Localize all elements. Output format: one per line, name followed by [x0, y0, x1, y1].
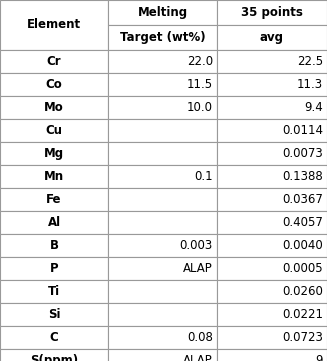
Text: 11.5: 11.5: [187, 78, 213, 91]
Bar: [108, 257, 217, 280]
Text: Fe: Fe: [46, 193, 62, 206]
Bar: [217, 349, 327, 361]
Bar: [217, 280, 327, 303]
Text: S(ppm): S(ppm): [30, 354, 78, 361]
Text: Mg: Mg: [44, 147, 64, 160]
Text: avg: avg: [260, 31, 284, 44]
Text: 9: 9: [316, 354, 323, 361]
Text: 0.1: 0.1: [194, 170, 213, 183]
Text: C: C: [50, 331, 59, 344]
Bar: [108, 119, 217, 142]
Bar: [0, 280, 108, 303]
Bar: [217, 257, 327, 280]
Bar: [217, 0, 327, 25]
Text: 0.003: 0.003: [180, 239, 213, 252]
Bar: [108, 165, 217, 188]
Bar: [217, 73, 327, 96]
Text: P: P: [50, 262, 58, 275]
Bar: [108, 96, 217, 119]
Text: 9.4: 9.4: [304, 101, 323, 114]
Text: 22.5: 22.5: [297, 55, 323, 68]
Text: Target (wt%): Target (wt%): [120, 31, 205, 44]
Bar: [0, 50, 108, 73]
Bar: [217, 326, 327, 349]
Bar: [0, 73, 108, 96]
Bar: [0, 165, 108, 188]
Text: Ti: Ti: [48, 285, 60, 298]
Bar: [108, 0, 217, 25]
Text: Co: Co: [46, 78, 62, 91]
Text: Cu: Cu: [45, 124, 62, 137]
Text: Melting: Melting: [137, 6, 188, 19]
Bar: [0, 234, 108, 257]
Bar: [217, 25, 327, 50]
Text: 0.0114: 0.0114: [282, 124, 323, 137]
Bar: [0, 349, 108, 361]
Bar: [0, 257, 108, 280]
Text: Al: Al: [47, 216, 60, 229]
Text: 0.0040: 0.0040: [282, 239, 323, 252]
Bar: [108, 280, 217, 303]
Text: 0.4057: 0.4057: [282, 216, 323, 229]
Bar: [108, 211, 217, 234]
Text: Cr: Cr: [47, 55, 61, 68]
Bar: [217, 165, 327, 188]
Text: 0.0005: 0.0005: [283, 262, 323, 275]
Text: B: B: [49, 239, 59, 252]
Text: 10.0: 10.0: [187, 101, 213, 114]
Bar: [108, 25, 217, 50]
Bar: [217, 188, 327, 211]
Bar: [217, 142, 327, 165]
Text: 35 points: 35 points: [241, 6, 303, 19]
Text: ALAP: ALAP: [183, 354, 213, 361]
Text: 11.3: 11.3: [297, 78, 323, 91]
Bar: [0, 326, 108, 349]
Bar: [0, 211, 108, 234]
Text: Mn: Mn: [44, 170, 64, 183]
Bar: [0, 96, 108, 119]
Bar: [108, 234, 217, 257]
Bar: [217, 96, 327, 119]
Text: 0.0723: 0.0723: [282, 331, 323, 344]
Text: 0.0221: 0.0221: [282, 308, 323, 321]
Text: Element: Element: [27, 18, 81, 31]
Text: 0.0367: 0.0367: [282, 193, 323, 206]
Bar: [108, 303, 217, 326]
Bar: [108, 50, 217, 73]
Text: ALAP: ALAP: [183, 262, 213, 275]
Bar: [0, 188, 108, 211]
Text: 0.1388: 0.1388: [282, 170, 323, 183]
Bar: [108, 73, 217, 96]
Bar: [217, 50, 327, 73]
Text: Si: Si: [48, 308, 60, 321]
Bar: [217, 211, 327, 234]
Text: 0.08: 0.08: [187, 331, 213, 344]
Text: 0.0073: 0.0073: [282, 147, 323, 160]
Bar: [0, 119, 108, 142]
Bar: [217, 234, 327, 257]
Bar: [0, 142, 108, 165]
Bar: [108, 326, 217, 349]
Text: 22.0: 22.0: [187, 55, 213, 68]
Bar: [108, 142, 217, 165]
Text: Mo: Mo: [44, 101, 64, 114]
Bar: [0, 303, 108, 326]
Bar: [0, 0, 108, 50]
Bar: [217, 119, 327, 142]
Bar: [217, 303, 327, 326]
Bar: [108, 188, 217, 211]
Bar: [108, 349, 217, 361]
Text: 0.0260: 0.0260: [282, 285, 323, 298]
